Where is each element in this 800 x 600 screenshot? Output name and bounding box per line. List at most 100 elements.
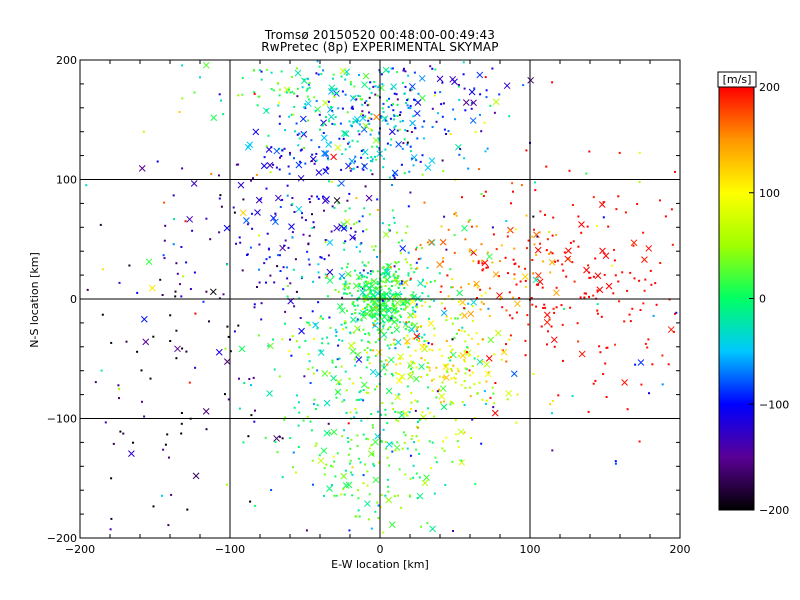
data-point (361, 103, 364, 106)
data-point (384, 408, 387, 411)
data-point (551, 412, 553, 415)
data-point (510, 370, 518, 378)
data-point (291, 231, 294, 234)
data-point (433, 327, 436, 330)
data-point (341, 303, 343, 306)
data-point (535, 253, 538, 256)
data-point (569, 241, 572, 244)
data-point (352, 167, 355, 170)
data-point (306, 250, 309, 253)
data-point (457, 428, 465, 436)
data-point (598, 345, 601, 348)
data-point (366, 104, 369, 107)
data-point (481, 262, 484, 265)
data-point (455, 372, 458, 375)
data-point (350, 438, 353, 441)
data-point (392, 303, 395, 306)
data-point (246, 254, 248, 256)
data-point (104, 421, 107, 424)
data-point (366, 356, 369, 359)
data-point (413, 71, 416, 74)
data-point (322, 195, 324, 198)
data-point (485, 355, 493, 362)
data-point (362, 230, 365, 233)
data-point (370, 279, 373, 282)
data-point (435, 366, 438, 369)
data-point (361, 274, 363, 277)
data-point (621, 271, 624, 274)
data-point (140, 315, 148, 323)
data-point (356, 434, 359, 437)
data-point (415, 328, 418, 331)
data-point (650, 283, 653, 286)
data-point (298, 137, 301, 140)
data-point (235, 163, 238, 166)
data-point (341, 296, 344, 299)
data-point (530, 297, 533, 299)
data-point (485, 266, 488, 269)
data-point (223, 224, 231, 232)
data-point (508, 291, 511, 294)
data-point (618, 300, 621, 303)
data-point (359, 461, 362, 464)
data-point (372, 349, 375, 352)
data-point (152, 505, 155, 508)
data-point (381, 267, 384, 270)
data-point (377, 517, 380, 519)
data-point (492, 406, 495, 409)
data-point (295, 394, 298, 397)
data-point (548, 231, 551, 233)
data-point (128, 450, 135, 457)
data-point (239, 209, 247, 217)
data-point (346, 309, 348, 312)
data-point (449, 350, 452, 353)
data-point (370, 413, 373, 415)
data-point (560, 304, 563, 307)
data-point (426, 339, 429, 342)
data-point (397, 353, 404, 360)
data-point (464, 340, 467, 343)
data-point (311, 153, 314, 156)
data-point (406, 104, 409, 107)
data-point (372, 316, 375, 318)
data-point (545, 165, 548, 168)
data-point (418, 452, 421, 455)
data-point (110, 517, 113, 520)
data-point (406, 334, 409, 337)
data-point (218, 231, 221, 234)
data-point (317, 73, 320, 76)
data-point (633, 277, 636, 280)
data-point (644, 342, 647, 345)
data-point (491, 386, 494, 389)
data-point (346, 293, 349, 296)
data-point (273, 435, 280, 442)
data-point (399, 315, 402, 318)
data-point (415, 472, 418, 475)
data-point (381, 302, 384, 305)
data-point (170, 493, 173, 496)
data-point (407, 251, 410, 254)
data-point (281, 476, 284, 479)
data-point (379, 317, 382, 320)
data-point (377, 304, 380, 307)
data-point (317, 263, 320, 266)
data-point (408, 320, 411, 323)
data-point (365, 305, 368, 308)
data-point (418, 363, 425, 371)
data-point (379, 321, 382, 324)
data-point (341, 435, 344, 438)
data-point (599, 351, 602, 354)
data-point (464, 238, 467, 241)
data-point (253, 306, 256, 309)
data-point (384, 494, 387, 497)
data-point (267, 344, 270, 347)
data-point (354, 308, 357, 311)
data-point (412, 464, 415, 467)
data-point (411, 294, 414, 297)
data-point (377, 283, 379, 286)
data-point (239, 241, 242, 244)
data-point (418, 340, 421, 343)
data-point (485, 380, 488, 383)
data-point (406, 143, 409, 146)
data-point (136, 350, 139, 353)
